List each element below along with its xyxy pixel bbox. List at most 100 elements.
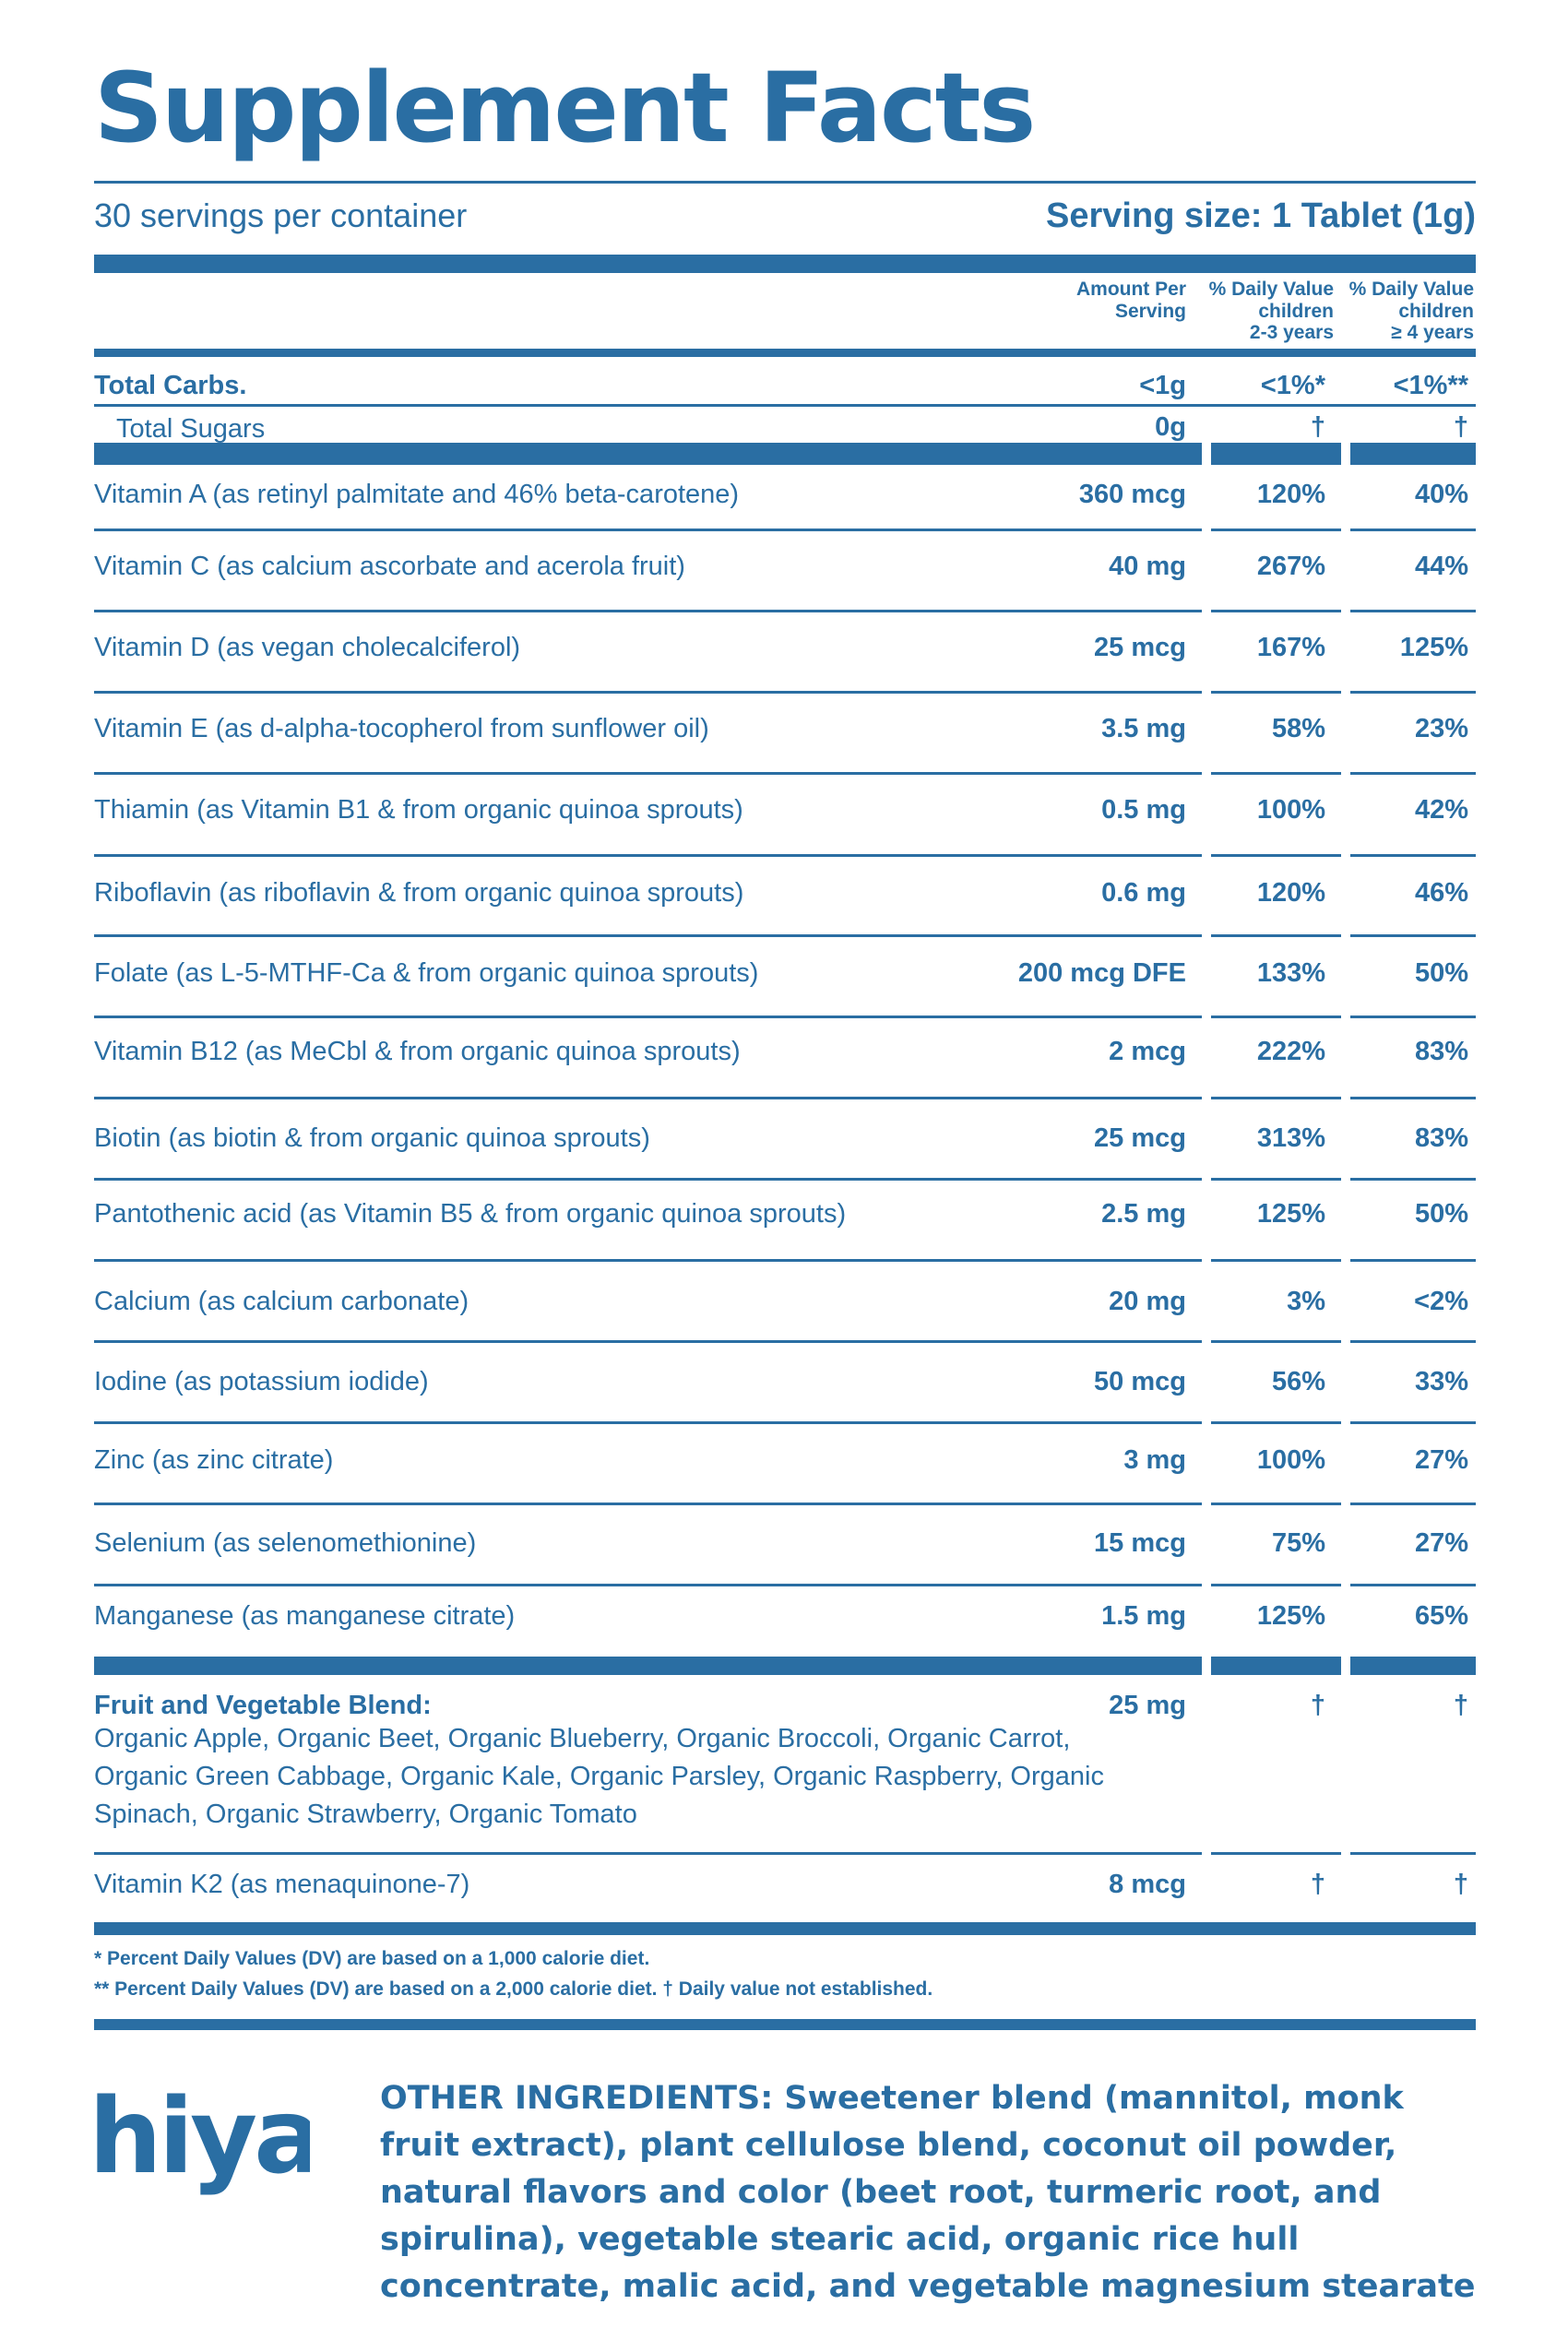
row-divider [1211,1340,1341,1343]
nutrient-amount: 40 mg [1109,552,1186,581]
nutrient-dv-2-3: 167% [1256,633,1325,662]
other-ingredients-label: OTHER INGREDIENTS: [380,2080,774,2117]
nutrient-dv-2-3: 100% [1256,795,1325,825]
nutrient-amount: 25 mcg [1094,1123,1186,1153]
column-header-amount: Amount Per Serving [1075,279,1186,322]
row-divider [1350,610,1476,612]
row-divider [94,1584,1202,1586]
row-divider [1350,1016,1476,1018]
nutrient-name: Folate (as L-5-MTHF-Ca & from organic qu… [94,958,759,988]
carbs-name: Total Carbs. [94,371,247,400]
nutrient-dv-2-3: 133% [1256,958,1325,988]
nutrient-name: Vitamin D (as vegan cholecalciferol) [94,633,521,662]
footnote-2000: ** Percent Daily Values (DV) are based o… [94,1978,933,2000]
blend-dv-2-3: † [1310,1691,1325,1720]
nutrient-name: Vitamin B12 (as MeCbl & from organic qui… [94,1037,741,1066]
row-divider [1211,1016,1341,1018]
row-divider [1350,1584,1476,1586]
nutrient-dv-2-3: 313% [1256,1123,1325,1153]
row-divider [1350,772,1476,775]
nutrient-name: Biotin (as biotin & from organic quinoa … [94,1123,650,1153]
nutrient-name: Vitamin A (as retinyl palmitate and 46% … [94,480,740,509]
nutrient-name: Selenium (as selenomethionine) [94,1528,477,1558]
nutrient-amount: 20 mg [1109,1287,1186,1316]
row-divider [1350,854,1476,857]
title-divider [94,181,1476,184]
row-divider [1211,1259,1341,1262]
nutrient-amount: 200 mcg DFE [1017,958,1186,988]
nutrient-amount: 1.5 mg [1101,1601,1186,1631]
column-header-dv-4-plus: % Daily Value children ≥ 4 years [1348,279,1474,344]
column-header-dv-2-3: % Daily Value children 2-3 years [1208,279,1334,344]
nutrient-dv-2-3: 267% [1256,552,1325,581]
row-divider [94,691,1202,694]
row-divider [94,772,1202,775]
row-divider [94,854,1202,857]
nutrient-dv-4-plus: 23% [1414,714,1468,743]
nutrient-dv-4-plus: 33% [1414,1367,1468,1396]
other-ingredients-text: Sweetener blend (mannitol, monk fruit ex… [380,2080,1476,2305]
nutrient-amount: 0.6 mg [1101,878,1186,908]
hiya-logo: hiya ™ [89,2085,310,2197]
row-divider [1211,610,1341,612]
nutrient-dv-2-3: 125% [1256,1601,1325,1631]
nutrient-dv-4-plus: 125% [1399,633,1468,662]
nutrient-dv-2-3: 56% [1271,1367,1325,1396]
nutrient-dv-4-plus: 46% [1414,878,1468,908]
nutrient-name: Zinc (as zinc citrate) [94,1445,334,1475]
row-divider [94,529,1202,531]
nutrient-dv-2-3: 3% [1287,1287,1325,1316]
nutrient-amount: 3.5 mg [1101,714,1186,743]
section-bar [1211,1657,1341,1675]
nutrient-amount: 2 mcg [1109,1037,1186,1066]
sugars-dv-2-3: † [1310,412,1325,442]
blend-name: Fruit and Vegetable Blend: [94,1691,432,1720]
row-divider [1211,934,1341,937]
blend-amount: 25 mg [1109,1691,1186,1720]
nutrient-dv-4-plus: 50% [1414,958,1468,988]
nutrient-dv-4-plus: <2% [1414,1287,1468,1316]
page-title: Supplement Facts [94,52,1036,164]
nutrient-dv-4-plus: 40% [1414,480,1468,509]
nutrient-name: Vitamin E (as d-alpha-tocopherol from su… [94,714,709,743]
sugars-dv-4-plus: † [1453,412,1468,442]
row-divider [1350,934,1476,937]
vitamin-k2-dv-4-plus: † [1453,1870,1468,1899]
vitamin-k2-amount: 8 mcg [1109,1870,1186,1899]
nutrient-dv-2-3: 120% [1256,878,1325,908]
row-divider [1350,691,1476,694]
trademark-symbol: ™ [290,2113,301,2126]
blend-dv-4-plus: † [1453,1691,1468,1720]
section-bar [94,443,1202,465]
row-divider [1350,1503,1476,1505]
row-divider [1350,1852,1476,1855]
nutrient-dv-4-plus: 50% [1414,1199,1468,1229]
section-bar [1350,443,1476,465]
nutrient-dv-4-plus: 27% [1414,1445,1468,1475]
nutrient-dv-4-plus: 27% [1414,1528,1468,1558]
row-divider [1211,529,1341,531]
nutrient-dv-4-plus: 83% [1414,1037,1468,1066]
row-divider [94,1259,1202,1262]
row-divider [94,1097,1202,1099]
nutrient-amount: 2.5 mg [1101,1199,1186,1229]
footer-bar [94,1922,1476,1935]
nutrient-dv-2-3: 125% [1256,1199,1325,1229]
nutrient-amount: 360 mcg [1078,480,1186,509]
row-divider [1350,1178,1476,1181]
row-divider [94,610,1202,612]
carbs-dv-2-3: <1%* [1260,371,1325,400]
nutrient-amount: 0.5 mg [1101,795,1186,825]
servings-per-container: 30 servings per container [94,196,468,234]
section-bar [1211,443,1341,465]
nutrient-dv-2-3: 75% [1271,1528,1325,1558]
row-divider [1211,691,1341,694]
vitamin-k2-dv-2-3: † [1310,1870,1325,1899]
nutrient-name: Calcium (as calcium carbonate) [94,1287,469,1316]
header-bar [94,255,1476,273]
column-header-bar [94,349,1476,357]
carbs-dv-4-plus: <1%** [1393,371,1468,400]
row-divider [1350,1259,1476,1262]
row-divider [94,1340,1202,1343]
